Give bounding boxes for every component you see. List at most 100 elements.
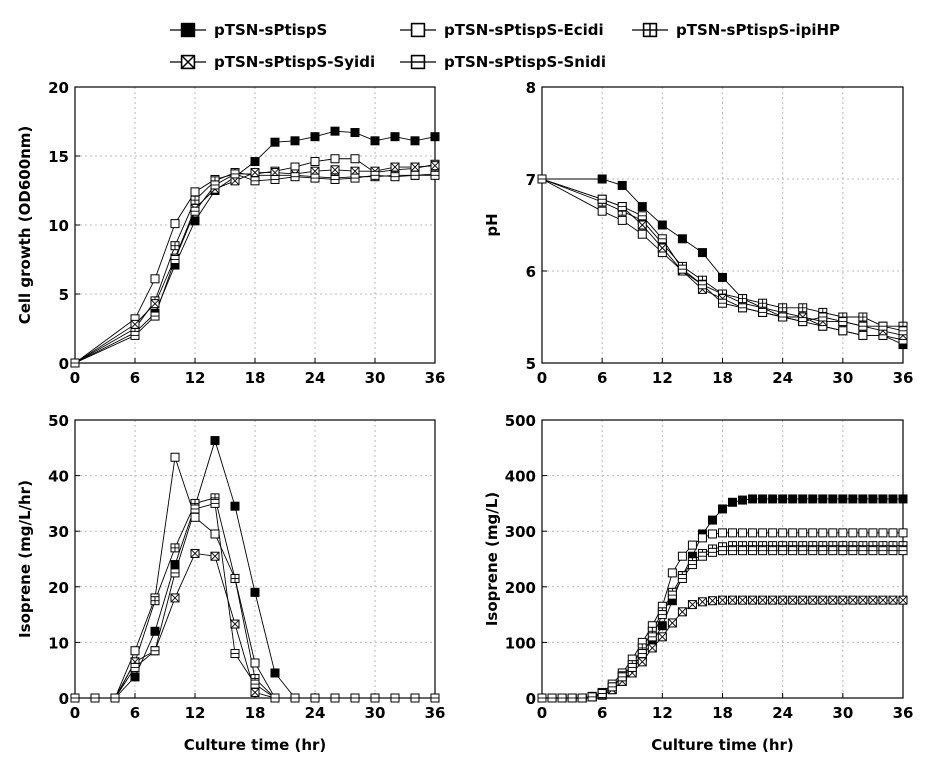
- marker: [687, 600, 697, 610]
- marker: [190, 206, 200, 216]
- marker: [808, 528, 818, 538]
- marker-line: [788, 595, 798, 605]
- marker: [150, 274, 160, 284]
- marker-box: [697, 248, 707, 258]
- marker: [888, 546, 898, 556]
- marker: [430, 170, 440, 180]
- marker: [677, 573, 687, 583]
- marker-box: [370, 136, 380, 146]
- marker: [210, 436, 220, 446]
- marker-box: [858, 330, 868, 340]
- marker: [868, 546, 878, 556]
- marker-box: [617, 215, 627, 225]
- y-tick-label: 6: [526, 263, 536, 281]
- marker: [350, 693, 360, 703]
- marker: [410, 162, 420, 172]
- marker-box: [858, 494, 868, 504]
- marker: [410, 693, 420, 703]
- marker: [637, 211, 647, 221]
- marker-box: [748, 528, 758, 538]
- marker: [170, 452, 180, 462]
- marker: [410, 170, 420, 180]
- marker: [607, 682, 617, 692]
- marker: [290, 693, 300, 703]
- marker: [537, 174, 547, 184]
- marker: [798, 303, 808, 313]
- marker: [130, 662, 140, 672]
- x-tick-label: 0: [537, 704, 547, 722]
- marker: [647, 632, 657, 642]
- marker-line: [668, 618, 677, 628]
- marker-line: [808, 595, 818, 605]
- plot-frame: [541, 419, 904, 699]
- marker-box: [748, 494, 758, 504]
- marker: [738, 303, 748, 313]
- marker-line: [330, 165, 340, 175]
- marker: [858, 330, 868, 340]
- marker: [818, 546, 828, 556]
- marker: [230, 649, 240, 659]
- marker: [250, 658, 260, 668]
- marker: [190, 548, 200, 558]
- marker: [898, 546, 908, 556]
- y-tick-label: 10: [48, 217, 69, 235]
- marker: [718, 546, 727, 556]
- legend-label: pTSN-sPtispS: [214, 21, 327, 39]
- marker-line: [637, 220, 647, 230]
- marker-box: [290, 136, 300, 146]
- marker-line: [898, 595, 908, 605]
- marker-box: [430, 132, 440, 142]
- marker: [778, 546, 788, 556]
- y-tick-label: 20: [48, 579, 69, 597]
- marker-line: [858, 595, 868, 605]
- marker: [597, 194, 607, 204]
- y-tick-label: 200: [505, 579, 536, 597]
- marker: [697, 280, 707, 290]
- marker: [270, 668, 280, 678]
- marker-box: [657, 621, 667, 631]
- marker: [838, 326, 848, 336]
- marker-line: [718, 595, 727, 605]
- marker: [150, 299, 160, 309]
- marker: [838, 595, 848, 605]
- marker: [150, 626, 160, 636]
- marker-box: [410, 22, 426, 38]
- marker-box: [150, 274, 160, 284]
- marker: [848, 546, 858, 556]
- marker: [788, 595, 798, 605]
- marker-line: [708, 596, 717, 606]
- marker: [130, 319, 140, 329]
- marker: [748, 494, 758, 504]
- marker: [617, 180, 627, 190]
- marker: [898, 595, 908, 605]
- marker-line: [888, 595, 898, 605]
- marker-box: [828, 528, 838, 538]
- marker-line: [250, 688, 260, 697]
- marker-box: [758, 528, 768, 538]
- marker: [647, 643, 657, 653]
- marker-line: [181, 55, 195, 69]
- marker: [878, 595, 888, 605]
- x-tick-label: 12: [185, 369, 206, 387]
- marker: [190, 195, 200, 205]
- marker-box: [798, 494, 808, 504]
- marker-box: [838, 494, 848, 504]
- y-tick-label: 500: [505, 412, 536, 430]
- legend-entry: pTSN-sPtispS-ipiHP: [632, 21, 840, 39]
- marker-line: [828, 595, 838, 605]
- marker: [180, 54, 196, 70]
- marker: [738, 528, 748, 538]
- marker: [667, 590, 677, 600]
- marker-box: [170, 219, 180, 229]
- marker-line: [130, 320, 140, 329]
- marker-line: [818, 595, 828, 605]
- series-line: [75, 497, 435, 699]
- marker-box: [350, 128, 360, 138]
- marker: [868, 494, 878, 504]
- marker-box: [210, 529, 220, 539]
- marker: [657, 234, 667, 244]
- marker-box: [718, 504, 727, 514]
- marker-box: [808, 528, 818, 538]
- marker: [748, 546, 758, 556]
- marker-box: [597, 174, 607, 184]
